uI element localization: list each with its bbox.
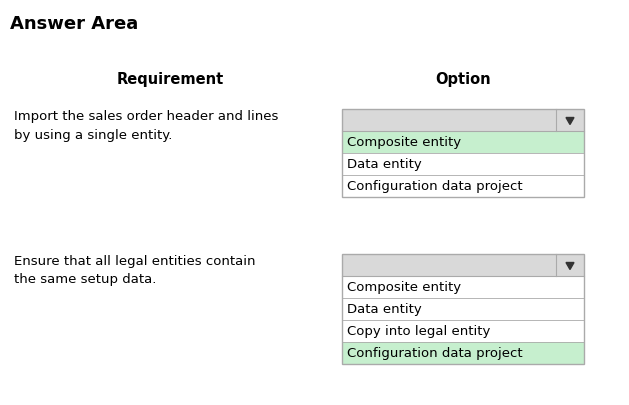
Text: Configuration data project: Configuration data project	[347, 347, 523, 360]
Bar	[342, 110, 584, 132]
Text: Configuration data project: Configuration data project	[347, 180, 523, 193]
Text: Composite entity: Composite entity	[347, 281, 461, 294]
Polygon shape	[566, 118, 574, 125]
Text: Answer Area: Answer Area	[10, 15, 138, 33]
Bar	[342, 254, 584, 276]
Bar	[342, 153, 584, 175]
Text: Option: Option	[435, 72, 491, 87]
Bar	[342, 342, 584, 364]
Text: Data entity: Data entity	[347, 303, 422, 316]
Text: Ensure that all legal entities contain
the same setup data.: Ensure that all legal entities contain t…	[14, 254, 255, 286]
Text: Data entity: Data entity	[347, 158, 422, 171]
Text: Import the sales order header and lines
by using a single entity.: Import the sales order header and lines …	[14, 110, 279, 141]
Bar	[342, 298, 584, 320]
Bar	[342, 110, 584, 198]
Bar	[342, 320, 584, 342]
Bar	[342, 132, 584, 153]
Bar	[342, 254, 584, 364]
Bar	[342, 175, 584, 198]
Text: Copy into legal entity: Copy into legal entity	[347, 325, 491, 338]
Polygon shape	[566, 263, 574, 270]
Bar	[342, 276, 584, 298]
Text: Requirement: Requirement	[116, 72, 224, 87]
Text: Composite entity: Composite entity	[347, 136, 461, 149]
